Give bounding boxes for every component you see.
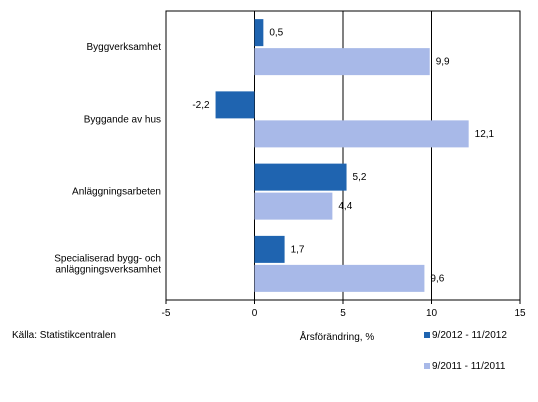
bar-label: 5,2 [353, 172, 367, 183]
bar [254, 48, 430, 76]
tick-label: 5 [340, 308, 346, 319]
bar-labels: 0,5 9,9 -2,2 12,1 5,2 4,4 1,7 9,6 [192, 28, 494, 285]
bar [254, 163, 347, 191]
legend-swatch [424, 363, 430, 369]
legend-label: 9/2011 - 11/2011 [432, 361, 506, 372]
category-label: Byggande av hus [84, 114, 161, 125]
bar-label: 0,5 [269, 28, 283, 39]
legend-swatch [424, 332, 430, 338]
category-label: Specialiserad bygg- och [54, 253, 161, 264]
bar [254, 235, 285, 263]
x-axis-title: Årsförändring, % [300, 330, 375, 343]
bar-label: 12,1 [475, 129, 495, 140]
tick-labels: -5 0 5 10 15 [162, 308, 526, 319]
bar [254, 264, 425, 292]
bar-label: 1,7 [291, 244, 305, 255]
bar-label: 4,4 [338, 201, 352, 212]
bar-label: 9,9 [436, 57, 450, 68]
source-note: Källa: Statistikcentralen [12, 330, 116, 341]
tick-label: 0 [252, 308, 258, 319]
legend: 9/2012 - 11/2012 9/2011 - 11/2011 [424, 330, 507, 372]
bar [215, 91, 255, 119]
bar [254, 192, 333, 220]
bar-label: 9,6 [430, 273, 444, 284]
tick-label: -5 [162, 308, 171, 319]
bar [254, 19, 264, 47]
bars [215, 19, 469, 292]
bar-label: -2,2 [192, 100, 210, 111]
tick-label: 10 [426, 308, 438, 319]
tick-label: 15 [514, 308, 526, 319]
bar [254, 120, 469, 148]
legend-label: 9/2012 - 11/2012 [432, 330, 507, 341]
category-labels: Byggverksamhet Byggande av hus Anläggnings… [54, 42, 161, 275]
category-label: Byggverksamhet [87, 42, 162, 53]
category-label: Anläggningsarbeten [72, 187, 161, 198]
category-label: anläggningsverksamhet [55, 264, 161, 275]
